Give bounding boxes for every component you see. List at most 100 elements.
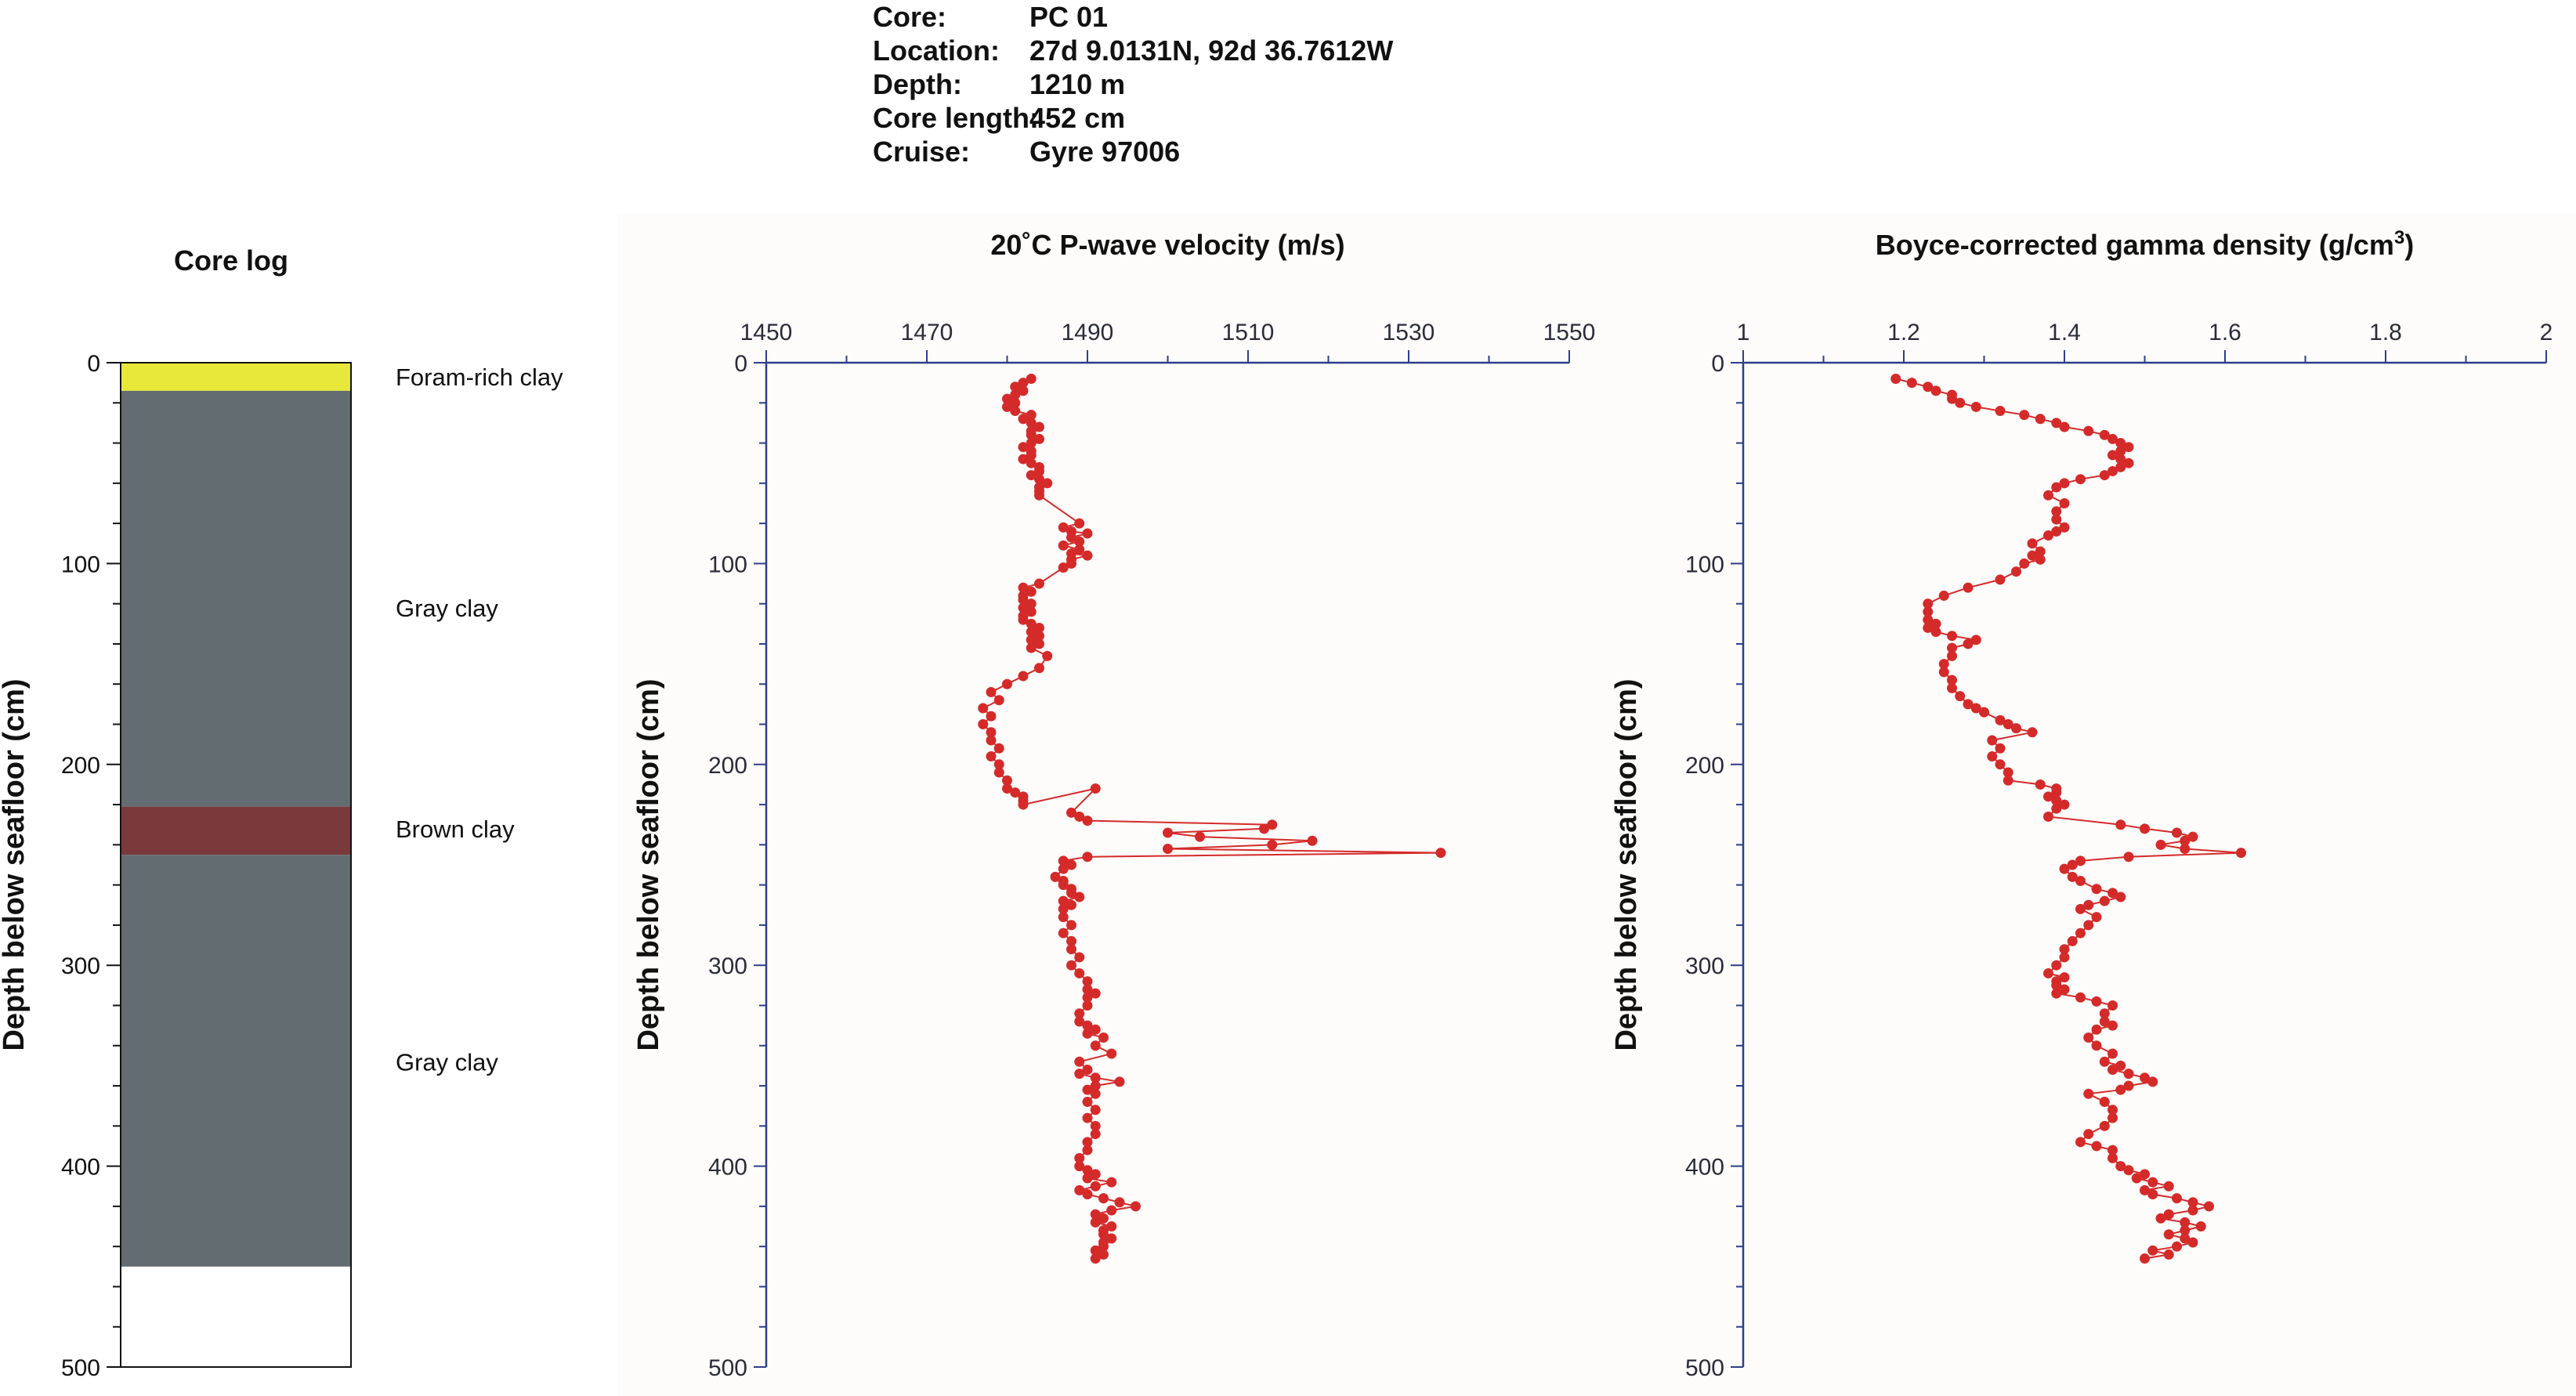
pwave-velocity-chart-data-point	[1074, 967, 1085, 978]
core-unit-2	[121, 806, 350, 855]
core-unit-label-3: Gray clay	[396, 1048, 498, 1076]
pwave-velocity-chart-data-point	[1082, 1165, 1093, 1176]
pwave-velocity-chart-data-point	[1267, 839, 1278, 850]
gamma-density-chart-data-point	[1955, 397, 1966, 408]
gamma-density-chart-data-point	[2027, 538, 2038, 549]
location-key: Location:	[873, 34, 1000, 67]
gamma-density-chart-data-point	[2115, 1161, 2126, 1172]
pwave-velocity-chart-ytick-label: 100	[708, 552, 747, 577]
gamma-density-chart-data-point	[2059, 421, 2070, 432]
gamma-density-chart-data-point	[2204, 1201, 2214, 1212]
pwave-velocity-chart-data-point	[1034, 474, 1044, 485]
pwave-velocity-chart-xtick-label: 1550	[1543, 320, 1596, 345]
pwave-velocity-chart-data-point	[1026, 438, 1037, 449]
gamma-density-chart-data-point	[1938, 659, 1949, 670]
pwave-velocity-chart-data-point	[1082, 1145, 1093, 1155]
pwave-velocity-chart-data-point	[1106, 1221, 1117, 1232]
pwave-velocity-chart-data-point	[1002, 393, 1012, 404]
pwave-velocity-chart-data-point	[1066, 859, 1076, 870]
pwave-velocity-chart-data-point	[1082, 1112, 1093, 1123]
pwave-velocity-chart-data-point	[1010, 787, 1021, 798]
pwave-velocity-chart-data-point	[986, 735, 997, 746]
gamma-density-chart-data-point	[2180, 843, 2191, 854]
pwave-velocity-chart-data-point	[1034, 578, 1044, 589]
core-log-ytick-label: 400	[61, 1155, 100, 1181]
pwave-velocity-chart-data-point	[993, 759, 1004, 770]
pwave-velocity-chart-data-point	[1090, 1072, 1101, 1083]
core-length-key: Core length:	[873, 102, 1039, 134]
pwave-velocity-chart-data-point	[1050, 871, 1061, 882]
pwave-velocity-chart-data-point	[1034, 490, 1044, 501]
gamma-density-chart-data-point	[2115, 461, 2126, 472]
gamma-density-chart-data-point	[2035, 779, 2046, 790]
pwave-velocity-chart-data-point	[1082, 1028, 1093, 1039]
gamma-density-chart-data-point	[2163, 1181, 2174, 1192]
gamma-density-chart-data-point	[2091, 1040, 2102, 1051]
gamma-density-chart-data-point	[2027, 727, 2038, 738]
gamma-density-chart-data-point	[2051, 795, 2062, 806]
gamma-density-chart-data-point	[1970, 635, 1981, 646]
core-info-row: Depth: 1210 m	[873, 67, 1393, 101]
gamma-density-chart-title-sup: 3	[2394, 227, 2404, 248]
gamma-density-chart-data-point	[2091, 884, 2102, 895]
core-unit-0	[121, 363, 350, 391]
pwave-velocity-chart-data-point	[1114, 1197, 1125, 1208]
pwave-velocity-chart-data-point	[1090, 988, 1101, 999]
pwave-velocity-chart-data-point	[1074, 1161, 1085, 1172]
pwave-velocity-chart-xtick-label: 1450	[740, 320, 793, 345]
pwave-velocity-chart-data-point	[1058, 540, 1069, 551]
pwave-velocity-chart-data-point	[1026, 599, 1037, 609]
gamma-density-chart-data-point	[2123, 852, 2134, 863]
gamma-density-chart-ytick-label: 400	[1685, 1155, 1724, 1181]
gamma-density-chart-data-point	[2107, 888, 2118, 899]
gamma-density-chart-data-point	[2140, 1253, 2150, 1264]
pwave-velocity-chart-data-point	[1090, 1217, 1101, 1228]
pwave-velocity-chart-data-point	[1082, 852, 1093, 863]
pwave-velocity-chart-data-point	[1034, 631, 1044, 642]
pwave-velocity-chart-data-point	[1082, 1188, 1093, 1199]
plot-panel-background	[617, 213, 2576, 1396]
pwave-velocity-chart-data-point	[986, 727, 997, 738]
gamma-density-chart-data-point	[1995, 743, 2006, 754]
location-value: 27d 9.0131N, 92d 36.7612W	[1029, 34, 1394, 67]
gamma-density-chart-data-point	[2187, 1197, 2198, 1208]
gamma-density-chart-data-point	[2059, 984, 2070, 995]
cruise-value: Gyre 97006	[1029, 136, 1181, 168]
gamma-density-chart-data-point	[1963, 699, 1974, 710]
gamma-density-chart-xtick-label: 2	[2540, 320, 2553, 345]
gamma-density-chart-data-point	[1955, 691, 1966, 702]
pwave-velocity-chart-data-point	[1090, 1129, 1101, 1140]
gamma-density-chart-data-point	[2019, 410, 2030, 421]
pwave-velocity-chart-data-point	[1082, 550, 1093, 561]
pwave-velocity-chart-data-point	[1074, 518, 1085, 529]
pwave-velocity-chart-data-point	[1098, 1249, 1109, 1260]
pwave-velocity-chart-ytick-label: 400	[708, 1155, 747, 1181]
core-log-ylabel: Depth below seafloor (cm)	[0, 678, 31, 1051]
gamma-density-chart-data-point	[2051, 803, 2062, 814]
gamma-density-chart-data-point	[2163, 1249, 2174, 1260]
pwave-velocity-chart-ylabel: Depth below seafloor (cm)	[632, 678, 665, 1051]
core-info-row: Cruise: Gyre 97006	[873, 135, 1393, 168]
pwave-velocity-chart-data-point	[1058, 522, 1069, 533]
pwave-velocity-chart-data-point	[1026, 642, 1037, 653]
gamma-density-chart-data-point	[2067, 935, 2078, 946]
gamma-density-chart-data-point	[2035, 414, 2046, 425]
pwave-velocity-chart-data-point	[1074, 1008, 1085, 1019]
pwave-velocity-chart-data-point	[1066, 558, 1076, 569]
pwave-velocity-chart-data-point	[1082, 1000, 1093, 1011]
pwave-velocity-chart-data-point	[1082, 976, 1093, 987]
pwave-velocity-chart-data-point	[1018, 582, 1029, 593]
gamma-density-chart-data-point	[2123, 1069, 2134, 1080]
pwave-velocity-chart-data-point	[1066, 888, 1076, 899]
gamma-density-chart-data-point	[2140, 1169, 2150, 1180]
pwave-velocity-chart-data-point	[1195, 831, 1205, 842]
pwave-velocity-chart-xtick-label: 1530	[1383, 320, 1435, 345]
pwave-velocity-chart-data-point	[1074, 811, 1085, 822]
pwave-velocity-chart-data-point	[1098, 1229, 1109, 1240]
pwave-velocity-chart-ytick-label: 0	[734, 351, 747, 377]
gamma-density-chart-data-point	[2187, 1237, 2198, 1248]
gamma-density-chart-series-line	[1895, 378, 2241, 1260]
gamma-density-chart-data-point	[1923, 599, 1934, 609]
gamma-density-chart-data-point	[2115, 438, 2126, 449]
